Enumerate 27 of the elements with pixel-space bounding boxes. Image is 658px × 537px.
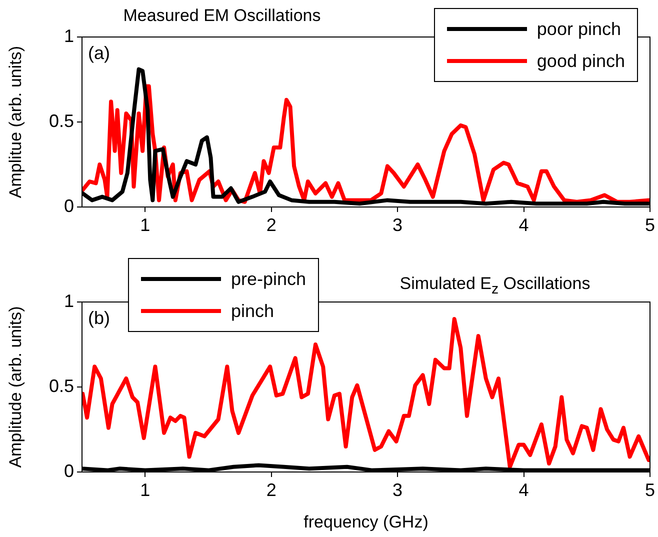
annotation: (b) bbox=[88, 308, 110, 328]
legend-label: good pinch bbox=[536, 50, 625, 72]
y-tick-label: 0.5 bbox=[48, 110, 74, 131]
x-tick-label: 1 bbox=[140, 214, 150, 235]
legend-label: pre-pinch bbox=[231, 268, 306, 290]
y-tick-label: 0 bbox=[64, 460, 74, 481]
x-tick-label: 4 bbox=[518, 214, 529, 235]
x-tick-label: 2 bbox=[266, 480, 276, 500]
x-tick-label: 3 bbox=[392, 214, 403, 235]
x-tick-label: 2 bbox=[266, 214, 276, 235]
y-tick-label: 0 bbox=[64, 196, 74, 216]
x-tick-label: 1 bbox=[140, 480, 150, 500]
legend-label: poor pinch bbox=[536, 18, 621, 40]
y-axis-title: Amplitue (arb. units) bbox=[6, 46, 25, 198]
chart-title: Simulated E$_{z}$ Oscillations bbox=[400, 274, 590, 298]
x-tick-label: 5 bbox=[644, 480, 655, 500]
x-tick-label: 4 bbox=[518, 480, 529, 500]
chart-title: Measured EM Oscillations bbox=[123, 6, 321, 26]
y-axis-title: Amplitude (arb. units) bbox=[6, 306, 25, 468]
x-tick-label: 3 bbox=[392, 480, 403, 500]
x-tick-label: 5 bbox=[644, 214, 655, 235]
annotation: (a) bbox=[88, 42, 110, 63]
legend-label: pinch bbox=[231, 300, 274, 322]
y-tick-label: 1 bbox=[64, 26, 74, 46]
y-tick-label: 0.5 bbox=[48, 376, 74, 396]
x-axis-title: frequency (GHz) bbox=[304, 512, 428, 532]
y-tick-label: 1 bbox=[64, 290, 74, 311]
